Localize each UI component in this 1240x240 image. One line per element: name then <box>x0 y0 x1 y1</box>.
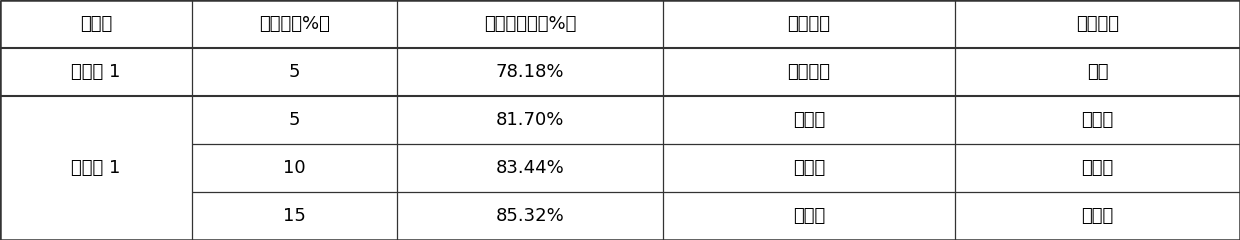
Bar <box>955 96 1240 144</box>
Text: 颗粒溶胀: 颗粒溶胀 <box>787 15 831 33</box>
Text: 未溶胀: 未溶胀 <box>792 111 826 129</box>
Bar <box>192 96 397 144</box>
Bar <box>397 96 663 144</box>
Bar <box>955 144 1240 192</box>
Bar <box>192 48 397 96</box>
Bar <box>663 192 955 240</box>
Text: 含菌量（%）: 含菌量（%） <box>259 15 330 33</box>
Bar <box>955 192 1240 240</box>
Bar <box>663 0 955 48</box>
Text: 81.70%: 81.70% <box>496 111 564 129</box>
Bar <box>955 48 1240 96</box>
Bar <box>0 0 192 48</box>
Text: 10: 10 <box>283 159 306 177</box>
Bar <box>397 144 663 192</box>
Bar <box>663 48 955 96</box>
Bar <box>397 48 663 96</box>
Text: 实施例 1: 实施例 1 <box>72 159 120 177</box>
Text: 未溶胀: 未溶胀 <box>792 159 826 177</box>
Bar <box>955 0 1240 48</box>
Text: 5: 5 <box>289 63 300 81</box>
Bar <box>0 96 192 240</box>
Bar <box>397 0 663 48</box>
Text: 未溶出: 未溶出 <box>1081 207 1114 225</box>
Text: 实施例: 实施例 <box>79 15 113 33</box>
Text: 未溶出: 未溶出 <box>1081 159 1114 177</box>
Text: 15: 15 <box>283 207 306 225</box>
Bar <box>192 192 397 240</box>
Bar <box>397 192 663 240</box>
Bar <box>192 144 397 192</box>
Bar <box>192 0 397 48</box>
Text: 对比例 1: 对比例 1 <box>72 63 120 81</box>
Text: 氨氮去除率（%）: 氨氮去除率（%） <box>484 15 577 33</box>
Text: 部分溶胀: 部分溶胀 <box>787 63 831 81</box>
Bar <box>663 144 955 192</box>
Bar <box>663 96 955 144</box>
Text: 78.18%: 78.18% <box>496 63 564 81</box>
Text: 5: 5 <box>289 111 300 129</box>
Text: 未溶胀: 未溶胀 <box>792 207 826 225</box>
Text: 83.44%: 83.44% <box>496 159 564 177</box>
Text: 未溶出: 未溶出 <box>1081 111 1114 129</box>
Text: 溶出: 溶出 <box>1086 63 1109 81</box>
Text: 菌体溶出: 菌体溶出 <box>1076 15 1118 33</box>
Bar <box>0 48 192 96</box>
Text: 85.32%: 85.32% <box>496 207 564 225</box>
